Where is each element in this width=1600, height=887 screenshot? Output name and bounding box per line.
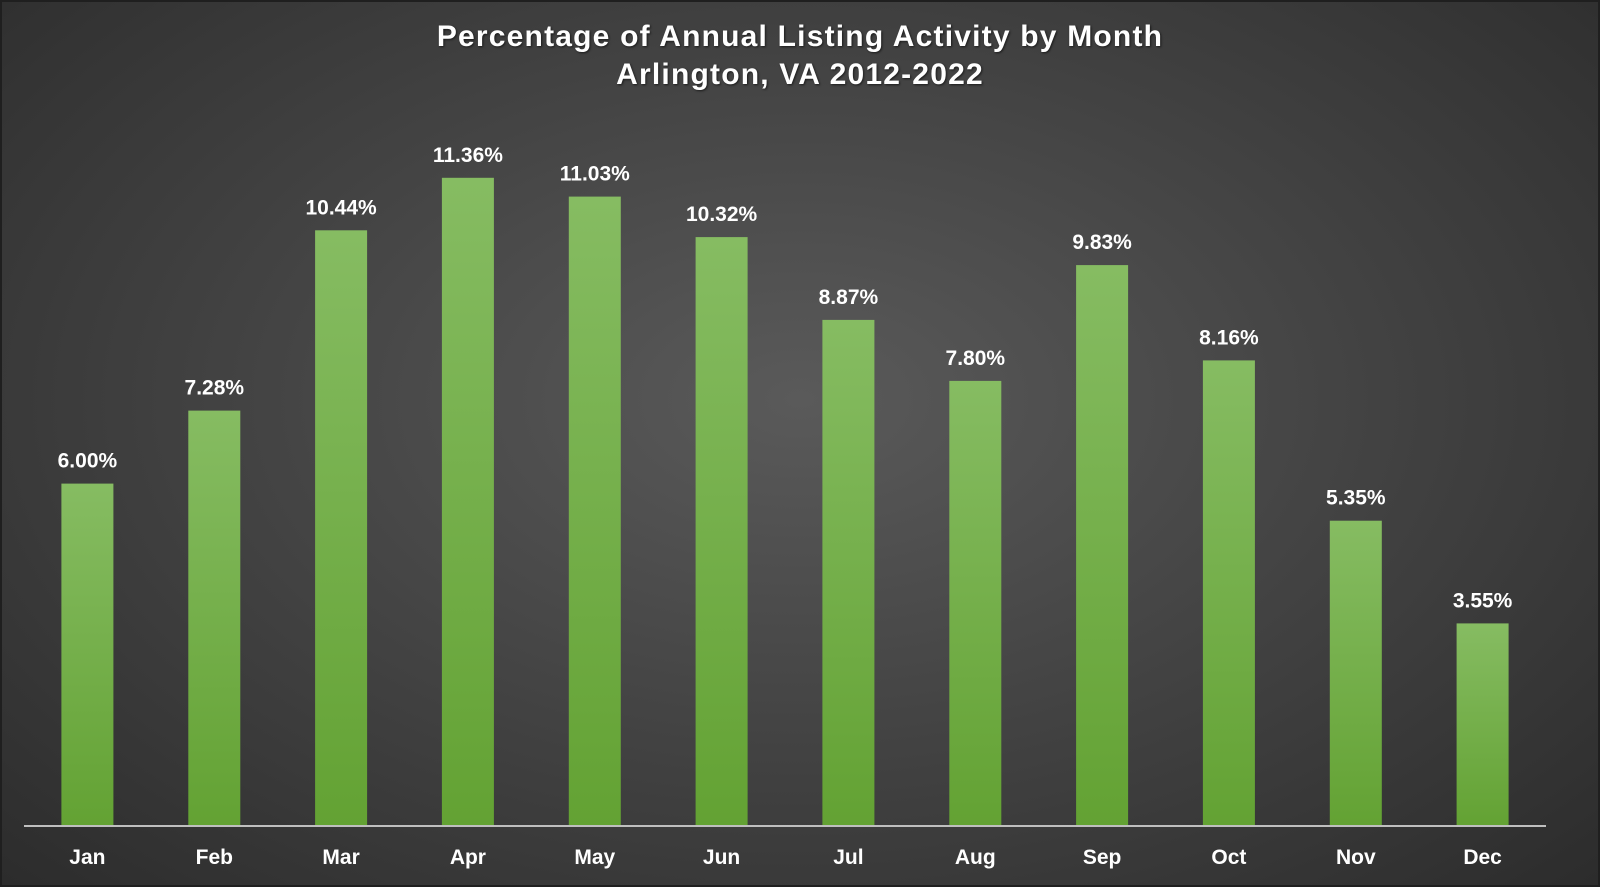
chart-subtitle: Arlington, VA 2012-2022 <box>616 58 984 91</box>
value-label-apr: 11.36% <box>433 144 503 167</box>
value-label-oct: 8.16% <box>1199 326 1259 349</box>
chart-title-block: Percentage of Annual Listing Activity by… <box>0 18 1600 94</box>
bar-mar <box>315 230 368 827</box>
category-label-jul: Jul <box>833 846 863 869</box>
bar-may <box>568 196 621 827</box>
bar-nov <box>1329 520 1382 826</box>
value-label-jun: 10.32% <box>686 203 758 226</box>
category-label-may: May <box>574 846 615 869</box>
value-label-feb: 7.28% <box>185 377 245 400</box>
bar-jun <box>695 237 748 827</box>
bar-oct <box>1202 360 1255 826</box>
value-label-may: 11.03% <box>560 163 630 186</box>
bars-group <box>61 177 1509 827</box>
value-label-jul: 8.87% <box>819 286 879 309</box>
category-label-jan: Jan <box>69 846 105 869</box>
category-label-nov: Nov <box>1336 846 1376 869</box>
bar-apr <box>441 177 494 827</box>
category-label-aug: Aug <box>955 846 996 869</box>
chart-title: Percentage of Annual Listing Activity by… <box>436 20 1164 53</box>
value-label-dec: 3.55% <box>1453 589 1513 612</box>
bar-sep <box>1076 265 1129 827</box>
value-label-mar: 10.44% <box>305 196 377 219</box>
value-label-nov: 5.35% <box>1326 487 1386 510</box>
category-label-sep: Sep <box>1083 846 1122 869</box>
value-label-sep: 9.83% <box>1072 231 1132 254</box>
category-labels-group: Jan Feb Mar Apr May Jun Jul Aug Sep Oct Nov Dec <box>69 846 1502 869</box>
category-label-dec: Dec <box>1463 846 1502 869</box>
bar-jan <box>61 483 114 826</box>
bar-jul <box>822 319 875 826</box>
value-label-aug: 7.80% <box>946 347 1006 370</box>
value-labels-group: 6.00% 7.28% 10.44% 11.36% 11.03% 10.32% 8.87% 7… <box>58 144 1513 613</box>
value-label-jan: 6.00% <box>58 450 118 473</box>
bar-feb <box>188 410 241 826</box>
category-label-apr: Apr <box>450 846 486 869</box>
category-label-mar: Mar <box>322 846 359 869</box>
category-label-oct: Oct <box>1211 846 1246 869</box>
category-label-feb: Feb <box>196 846 233 869</box>
category-label-jun: Jun <box>703 846 740 869</box>
bar-dec <box>1456 623 1509 826</box>
bar-aug <box>949 380 1002 826</box>
